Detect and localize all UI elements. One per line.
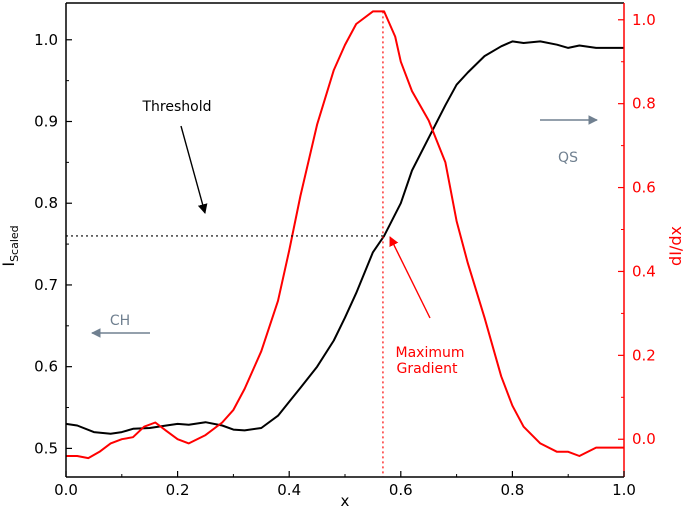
- y-axis-left-label: IScaled: [0, 225, 21, 266]
- axes-layer: 0.0 0.2 0.4 0.6 0.8 1.0 0.5 0.6 0.7 0.8 0.9 1.0 0.0 0…: [34, 2, 656, 499]
- qs-annotation: QS: [558, 150, 578, 166]
- x-tick-label: 0.4: [277, 481, 301, 499]
- y-right-tick-label: 0.6: [632, 179, 656, 197]
- y-right-tick-label: 1.0: [632, 11, 656, 29]
- x-tick-label: 0.8: [500, 481, 524, 499]
- max-gradient-arrow: [389, 236, 431, 319]
- x-tick-label: 0.0: [54, 481, 78, 499]
- y-left-tick-label: 0.8: [34, 194, 58, 212]
- y-axis-right-label: dI/dx: [666, 226, 685, 266]
- y-left-tick-label: 0.9: [34, 113, 58, 131]
- x-tick-label: 0.6: [389, 481, 413, 499]
- y-right-tick-label: 0.0: [632, 430, 656, 448]
- threshold-annotation: Threshold: [142, 99, 212, 115]
- y-right-tick-label: 0.2: [632, 346, 656, 364]
- x-tick-label: 0.2: [166, 481, 190, 499]
- y-right-tick-label: 0.8: [632, 95, 656, 113]
- y-left-tick-label: 0.6: [34, 358, 58, 376]
- x-axis-label: x: [341, 492, 350, 508]
- max-gradient-annotation-line2: Gradient: [397, 361, 458, 377]
- series-layer: [65, 10, 624, 460]
- ch-annotation: CH: [110, 313, 130, 329]
- threshold-arrow: [180, 125, 208, 214]
- y-left-tick-label: 0.5: [34, 439, 58, 457]
- y-left-tick-label: 1.0: [34, 31, 58, 49]
- x-tick-label: 1.0: [612, 481, 636, 499]
- y-left-tick-label: 0.7: [34, 276, 58, 294]
- series-line-right: [66, 10, 624, 460]
- max-gradient-annotation-line1: Maximum: [396, 345, 465, 361]
- y-right-tick-label: 0.4: [632, 262, 656, 280]
